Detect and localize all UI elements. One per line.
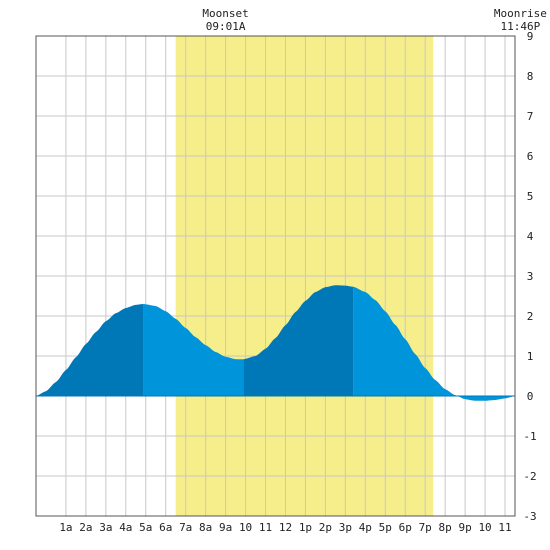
x-tick-label: 6a	[159, 521, 172, 534]
moonrise-time: 11:46P	[501, 20, 541, 33]
x-tick-label: 6p	[399, 521, 412, 534]
x-tick-label: 9p	[458, 521, 471, 534]
y-tick-label: 7	[527, 110, 534, 123]
x-tick-label: 7p	[419, 521, 432, 534]
tide-band-4	[353, 286, 515, 401]
x-axis-ticks: 1a 2a 3a 4a 5a 6a 7a 8a 9a 10 11 12 1p 2p 3p 4p 5p 6p 7p 8p…	[59, 521, 511, 534]
moonset-time: 09:01A	[206, 20, 246, 33]
grid	[36, 35, 515, 517]
tide-band-1	[36, 304, 144, 396]
x-tick-label: 8p	[439, 521, 452, 534]
tide-band-2	[143, 304, 244, 396]
x-tick-label: 5a	[139, 521, 152, 534]
tide-area	[36, 285, 515, 401]
x-tick-label: 4a	[119, 521, 132, 534]
y-tick-label: 6	[527, 150, 534, 163]
y-tick-label: -3	[523, 510, 536, 523]
x-tick-label: 8a	[199, 521, 212, 534]
x-tick-label: 1p	[299, 521, 312, 534]
tide-band-3	[243, 285, 354, 396]
x-tick-label: 11	[498, 521, 511, 534]
y-tick-label: 0	[527, 390, 534, 403]
moonrise-label: Moonrise	[494, 7, 547, 20]
plot-frame	[35, 35, 516, 517]
y-axis-ticks: -3 -2 -1 0 1 2 3 4 5 6 7 8 9	[523, 30, 536, 523]
y-tick-label: 3	[527, 270, 534, 283]
x-tick-label: 12	[279, 521, 292, 534]
y-tick-label: 5	[527, 190, 534, 203]
y-tick-label: -2	[523, 470, 536, 483]
x-tick-label: 3a	[99, 521, 112, 534]
y-tick-label: 9	[527, 30, 534, 43]
x-tick-label: 4p	[359, 521, 372, 534]
y-tick-label: 1	[527, 350, 534, 363]
x-tick-label: 3p	[339, 521, 352, 534]
x-tick-label: 5p	[379, 521, 392, 534]
x-tick-label: 10	[478, 521, 491, 534]
y-tick-label: 2	[527, 310, 534, 323]
x-tick-label: 11	[259, 521, 272, 534]
x-tick-label: 10	[239, 521, 252, 534]
x-tick-label: 2a	[79, 521, 92, 534]
x-tick-label: 9a	[219, 521, 232, 534]
moonset-label: Moonset	[202, 7, 248, 20]
x-tick-label: 2p	[319, 521, 332, 534]
y-tick-label: -1	[523, 430, 536, 443]
x-tick-label: 1a	[59, 521, 72, 534]
y-tick-label: 8	[527, 70, 534, 83]
y-tick-label: 4	[527, 230, 534, 243]
x-tick-label: 7a	[179, 521, 192, 534]
